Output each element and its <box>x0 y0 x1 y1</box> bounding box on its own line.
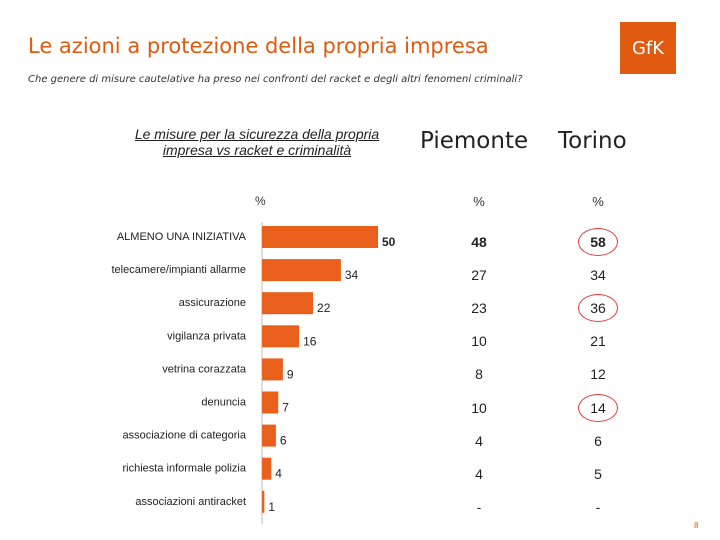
piemonte-value: 27 <box>471 267 487 284</box>
column-unit-torino: % <box>592 194 604 209</box>
region-table-panel <box>412 120 670 520</box>
piemonte-value: 23 <box>471 300 487 317</box>
piemonte-value: 4 <box>475 432 483 449</box>
torino-value: 34 <box>590 267 606 284</box>
piemonte-value: 48 <box>471 234 487 250</box>
torino-value: 12 <box>590 366 606 383</box>
chart-panel <box>108 120 406 520</box>
piemonte-value: 10 <box>471 399 487 416</box>
piemonte-value: 8 <box>475 366 483 383</box>
column-header-piemonte: Piemonte <box>420 128 529 154</box>
chart-title: Le misure per la sicurezza della propria… <box>134 126 380 158</box>
gfk-logo: GfK <box>620 22 676 74</box>
column-header-torino: Torino <box>558 128 627 154</box>
highlight-ring <box>578 294 618 323</box>
highlight-ring <box>578 228 618 256</box>
torino-value: 5 <box>594 465 602 482</box>
slide-title: Le azioni a protezione della propria imp… <box>28 34 489 58</box>
torino-value: - <box>595 498 601 515</box>
column-unit-piemonte: % <box>473 194 485 209</box>
piemonte-value: 10 <box>471 333 487 350</box>
chart-unit-label: % <box>255 194 266 208</box>
piemonte-value: - <box>476 498 482 515</box>
slide-subtitle: Che genere di misure cautelative ha pres… <box>28 74 523 85</box>
torino-value: 6 <box>594 432 602 449</box>
piemonte-value: 4 <box>475 465 483 482</box>
torino-value: 21 <box>590 333 606 350</box>
page-number: 8 <box>694 521 699 530</box>
highlight-ring <box>578 393 618 422</box>
